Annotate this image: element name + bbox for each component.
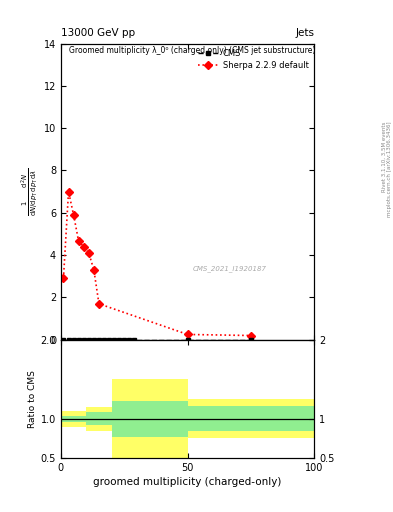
CMS	[76, 337, 81, 343]
Text: Jets: Jets	[296, 28, 314, 38]
Sherpa 2.2.9 default	[61, 275, 66, 282]
CMS	[102, 337, 107, 343]
X-axis label: groomed multiplicity (charged-only): groomed multiplicity (charged-only)	[94, 477, 282, 487]
CMS	[112, 337, 116, 343]
CMS	[107, 337, 112, 343]
CMS	[81, 337, 86, 343]
Sherpa 2.2.9 default	[249, 332, 253, 338]
Text: CMS_2021_I1920187: CMS_2021_I1920187	[193, 266, 267, 272]
CMS	[92, 337, 96, 343]
CMS	[66, 337, 71, 343]
CMS	[61, 337, 66, 343]
Sherpa 2.2.9 default	[92, 267, 96, 273]
Y-axis label: Ratio to CMS: Ratio to CMS	[28, 370, 37, 428]
Sherpa 2.2.9 default	[76, 238, 81, 244]
Sherpa 2.2.9 default	[185, 331, 190, 337]
CMS	[86, 337, 91, 343]
Y-axis label: $\frac{1}{\mathrm{d}N/\mathrm{d}p_\mathrm{T}}\frac{\mathrm{d}^2N}{\mathrm{d}p_\m: $\frac{1}{\mathrm{d}N/\mathrm{d}p_\mathr…	[19, 167, 40, 216]
Legend: CMS, Sherpa 2.2.9 default: CMS, Sherpa 2.2.9 default	[196, 48, 310, 72]
Text: Rivet 3.1.10, 3.5M events
mcplots.cern.ch [arXiv:1306.3436]: Rivet 3.1.10, 3.5M events mcplots.cern.c…	[382, 121, 392, 217]
Sherpa 2.2.9 default	[97, 301, 101, 307]
CMS	[122, 337, 127, 343]
CMS	[185, 337, 190, 343]
Sherpa 2.2.9 default	[86, 250, 91, 256]
CMS	[71, 337, 76, 343]
CMS	[132, 337, 137, 343]
Line: CMS: CMS	[61, 337, 253, 342]
Text: 13000 GeV pp: 13000 GeV pp	[61, 28, 135, 38]
CMS	[97, 337, 101, 343]
Sherpa 2.2.9 default	[66, 188, 71, 195]
CMS	[127, 337, 132, 343]
Line: Sherpa 2.2.9 default: Sherpa 2.2.9 default	[61, 189, 254, 338]
Sherpa 2.2.9 default	[81, 244, 86, 250]
CMS	[117, 337, 121, 343]
Text: Groomed multiplicity λ_0⁰ (charged only) (CMS jet substructure): Groomed multiplicity λ_0⁰ (charged only)…	[68, 47, 315, 55]
Sherpa 2.2.9 default	[71, 212, 76, 218]
CMS	[249, 337, 253, 343]
